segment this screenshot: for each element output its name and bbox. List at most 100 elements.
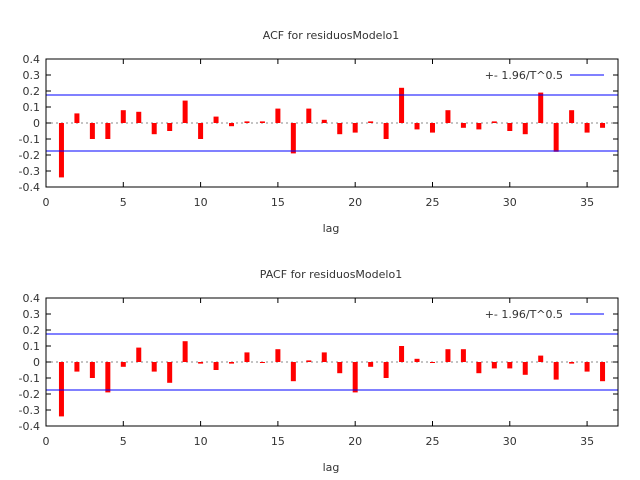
x-tick-label: 35 — [580, 196, 594, 209]
x-tick-label: 10 — [194, 435, 208, 448]
bar-lag-2 — [74, 362, 80, 372]
bar-lag-19 — [337, 123, 343, 135]
bar-lag-16 — [290, 362, 296, 382]
y-tick-label: 0.3 — [23, 69, 41, 82]
y-tick-label: -0.4 — [19, 181, 40, 194]
bar-lag-29 — [491, 121, 497, 123]
bar-lag-23 — [399, 346, 405, 362]
x-axis-label: lag — [323, 222, 340, 235]
legend-label: +- 1.96/T^0.5 — [485, 308, 563, 321]
bar-lag-30 — [507, 123, 513, 131]
bar-lag-7 — [151, 123, 157, 135]
pacf-panel: PACF for residuosModelo1 -0.4 -0.3 -0.2 -0.1… — [19, 268, 619, 474]
bar-lag-34 — [569, 362, 575, 364]
bar-lag-6 — [136, 111, 142, 123]
y-tick-label: -0.3 — [19, 404, 40, 417]
bar-lag-17 — [306, 108, 312, 123]
x-tick-label: 35 — [580, 435, 594, 448]
bar-lag-17 — [306, 360, 312, 362]
bar-lag-30 — [507, 362, 513, 369]
y-tick-label: 0.2 — [23, 324, 41, 337]
bar-lag-10 — [198, 123, 204, 139]
bar-lag-15 — [275, 349, 281, 362]
bar-lag-21 — [368, 362, 374, 367]
bar-lag-23 — [399, 87, 405, 123]
y-tick-label: -0.1 — [19, 133, 40, 146]
bar-lag-16 — [290, 123, 296, 154]
bar-lag-13 — [244, 352, 250, 362]
bar-lag-11 — [213, 116, 219, 123]
bar-lag-8 — [167, 362, 173, 383]
bar-lag-26 — [445, 110, 451, 123]
bar-lag-22 — [383, 362, 389, 378]
bar-lag-18 — [321, 119, 327, 123]
x-tick-label: 5 — [120, 196, 127, 209]
chart-title: PACF for residuosModelo1 — [260, 268, 402, 281]
bar-lag-35 — [584, 362, 590, 372]
bar-lag-20 — [352, 123, 358, 133]
bar-lag-33 — [553, 123, 559, 152]
acf-panel: ACF for residuosModelo1 -0.4 -0.3 -0.2 -0.1 0… — [19, 29, 619, 235]
y-tick-label: -0.4 — [19, 420, 40, 433]
bar-lag-18 — [321, 352, 327, 362]
bar-lag-11 — [213, 362, 219, 370]
bar-lag-2 — [74, 113, 80, 123]
bar-lag-6 — [136, 347, 142, 362]
bar-lag-19 — [337, 362, 343, 374]
bar-lag-25 — [429, 362, 435, 363]
x-tick-label: 15 — [271, 196, 285, 209]
bar-lag-22 — [383, 123, 389, 139]
bar-lag-29 — [491, 362, 497, 369]
bar-lag-31 — [522, 123, 528, 135]
bar-lag-34 — [569, 110, 575, 123]
bar-lag-9 — [182, 100, 188, 123]
bar-lag-12 — [229, 123, 235, 127]
x-tick-label: 20 — [348, 196, 362, 209]
y-tick-label: -0.1 — [19, 372, 40, 385]
bar-lag-10 — [198, 362, 204, 364]
bar-lag-24 — [414, 123, 420, 130]
y-tick-label: -0.2 — [19, 149, 40, 162]
x-tick-label: 15 — [271, 435, 285, 448]
bar-lag-5 — [120, 362, 126, 367]
x-tick-label: 20 — [348, 435, 362, 448]
bar-lag-7 — [151, 362, 157, 372]
bar-lag-5 — [120, 110, 126, 123]
x-tick-label: 0 — [43, 435, 50, 448]
bar-lag-27 — [460, 349, 466, 362]
bar-lag-1 — [58, 362, 64, 417]
bar-lag-13 — [244, 121, 250, 123]
bar-lag-31 — [522, 362, 528, 375]
legend-label: +- 1.96/T^0.5 — [485, 69, 563, 82]
bar-lag-33 — [553, 362, 559, 380]
x-tick-label: 0 — [43, 196, 50, 209]
bar-lag-28 — [476, 123, 482, 130]
bar-lag-8 — [167, 123, 173, 131]
y-tick-label: 0.4 — [23, 292, 41, 305]
bar-lag-28 — [476, 362, 482, 374]
bar-lag-14 — [259, 362, 265, 363]
bar-lag-4 — [105, 123, 111, 139]
y-tick-label: 0.1 — [23, 340, 41, 353]
x-tick-label: 25 — [425, 196, 439, 209]
y-tick-label: -0.3 — [19, 165, 40, 178]
bar-lag-32 — [538, 355, 544, 362]
bar-lag-36 — [600, 362, 606, 382]
bar-lag-24 — [414, 358, 420, 362]
bar-lag-35 — [584, 123, 590, 133]
x-tick-label: 30 — [503, 196, 517, 209]
bar-lag-9 — [182, 341, 188, 362]
bar-lag-1 — [58, 123, 64, 178]
y-tick-label: 0 — [33, 356, 40, 369]
bar-lag-3 — [89, 362, 95, 378]
x-tick-label: 5 — [120, 435, 127, 448]
bar-lag-20 — [352, 362, 358, 393]
bar-lag-14 — [259, 121, 265, 123]
y-tick-label: 0.1 — [23, 101, 41, 114]
y-tick-label: 0 — [33, 117, 40, 130]
bar-lag-3 — [89, 123, 95, 139]
x-tick-label: 10 — [194, 196, 208, 209]
bar-lag-26 — [445, 349, 451, 362]
bar-lag-27 — [460, 123, 466, 128]
